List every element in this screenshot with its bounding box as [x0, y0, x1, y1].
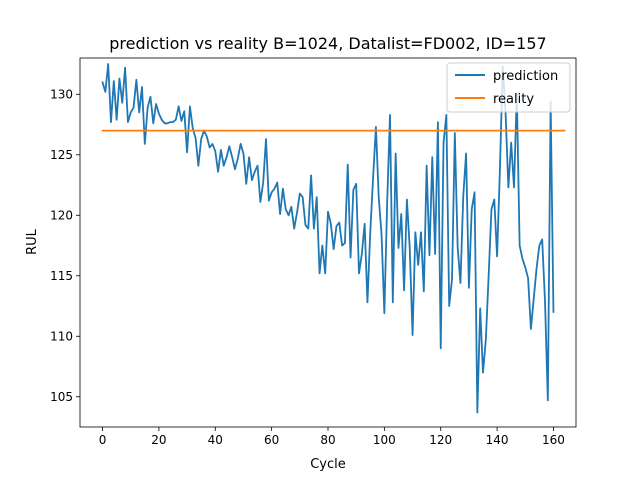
x-axis-label: Cycle [310, 457, 346, 472]
x-tick-label: 160 [542, 433, 565, 447]
y-tick-label: 110 [50, 329, 73, 343]
axes-frame [79, 57, 577, 428]
y-tick-label: 105 [50, 390, 73, 404]
x-tick-label: 60 [264, 433, 279, 447]
chart-title: prediction vs reality B=1024, Datalist=F… [109, 34, 546, 53]
plot-area: 0 20 40 60 80 100 120 140 160 105 110 115 120 125 130 [50, 57, 577, 447]
x-tick-label: 20 [151, 433, 166, 447]
x-tick-label: 100 [373, 433, 396, 447]
series-layer [101, 63, 566, 414]
x-tick-label: 140 [486, 433, 509, 447]
x-tick-label: 80 [320, 433, 335, 447]
legend: prediction reality [446, 62, 571, 113]
tick-layer: 0 20 40 60 80 100 120 140 160 105 110 115 120 125 130 [50, 87, 565, 447]
y-tick-label: 125 [50, 148, 73, 162]
y-tick-label: 120 [50, 208, 73, 222]
series-line-prediction [101, 63, 555, 414]
legend-label-prediction: prediction [493, 69, 558, 84]
y-tick-label: 115 [50, 269, 73, 283]
y-tick-label: 130 [50, 87, 73, 101]
legend-label-reality: reality [493, 92, 534, 107]
x-tick-label: 40 [208, 433, 223, 447]
y-axis-label: RUL [25, 228, 40, 255]
x-tick-label: 0 [99, 433, 107, 447]
x-tick-label: 120 [429, 433, 452, 447]
